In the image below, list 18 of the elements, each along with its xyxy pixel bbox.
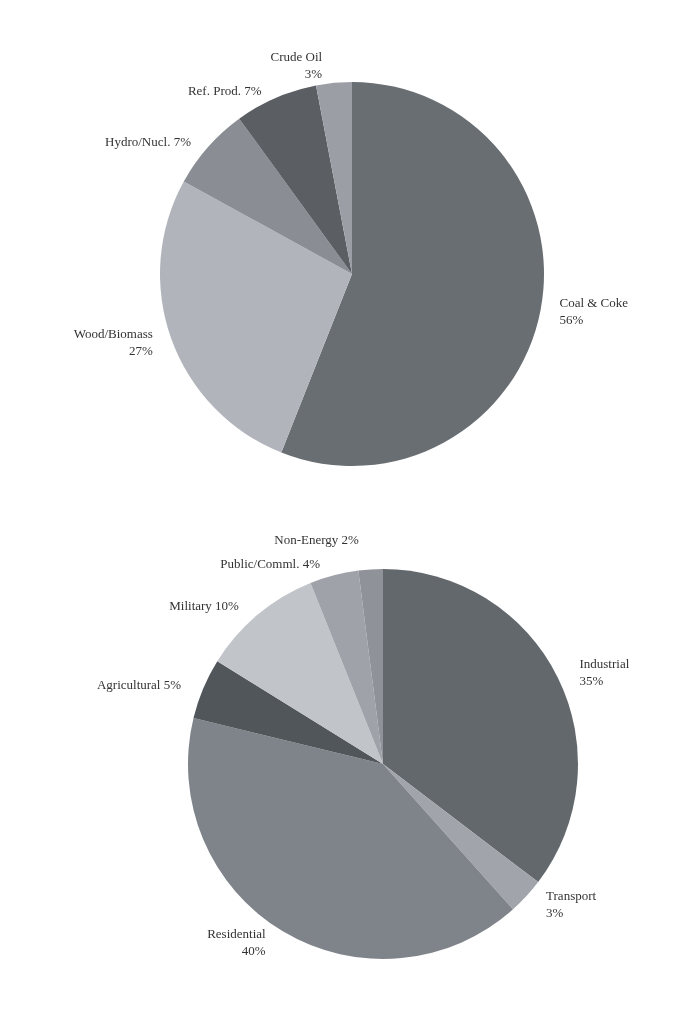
- slice-label: Industrial: [579, 656, 630, 672]
- data-label: 27%: [128, 342, 153, 358]
- slice-label: Crude Oil: [270, 48, 323, 64]
- slice-label: Military 10%: [169, 597, 240, 613]
- data-label: 3%: [304, 65, 323, 81]
- data-label: 56%: [559, 312, 584, 328]
- slice-label: Transport: [546, 888, 597, 904]
- slice-label: Public/Comml. 4%: [220, 556, 321, 572]
- slice-label: Wood/Biomass: [73, 325, 153, 341]
- slice-label: Non-Energy 2%: [274, 531, 360, 547]
- data-label: 40%: [241, 942, 266, 958]
- slice-label: Agricultural 5%: [96, 676, 182, 692]
- slice-label: Hydro/Nucl. 7%: [105, 134, 192, 150]
- slice-label: Coal & Coke: [559, 295, 629, 311]
- data-label: 35%: [579, 673, 604, 689]
- slice-label: Residential: [207, 925, 267, 941]
- data-label: 3%: [546, 905, 564, 921]
- slice-label: Ref. Prod. 7%: [187, 82, 262, 98]
